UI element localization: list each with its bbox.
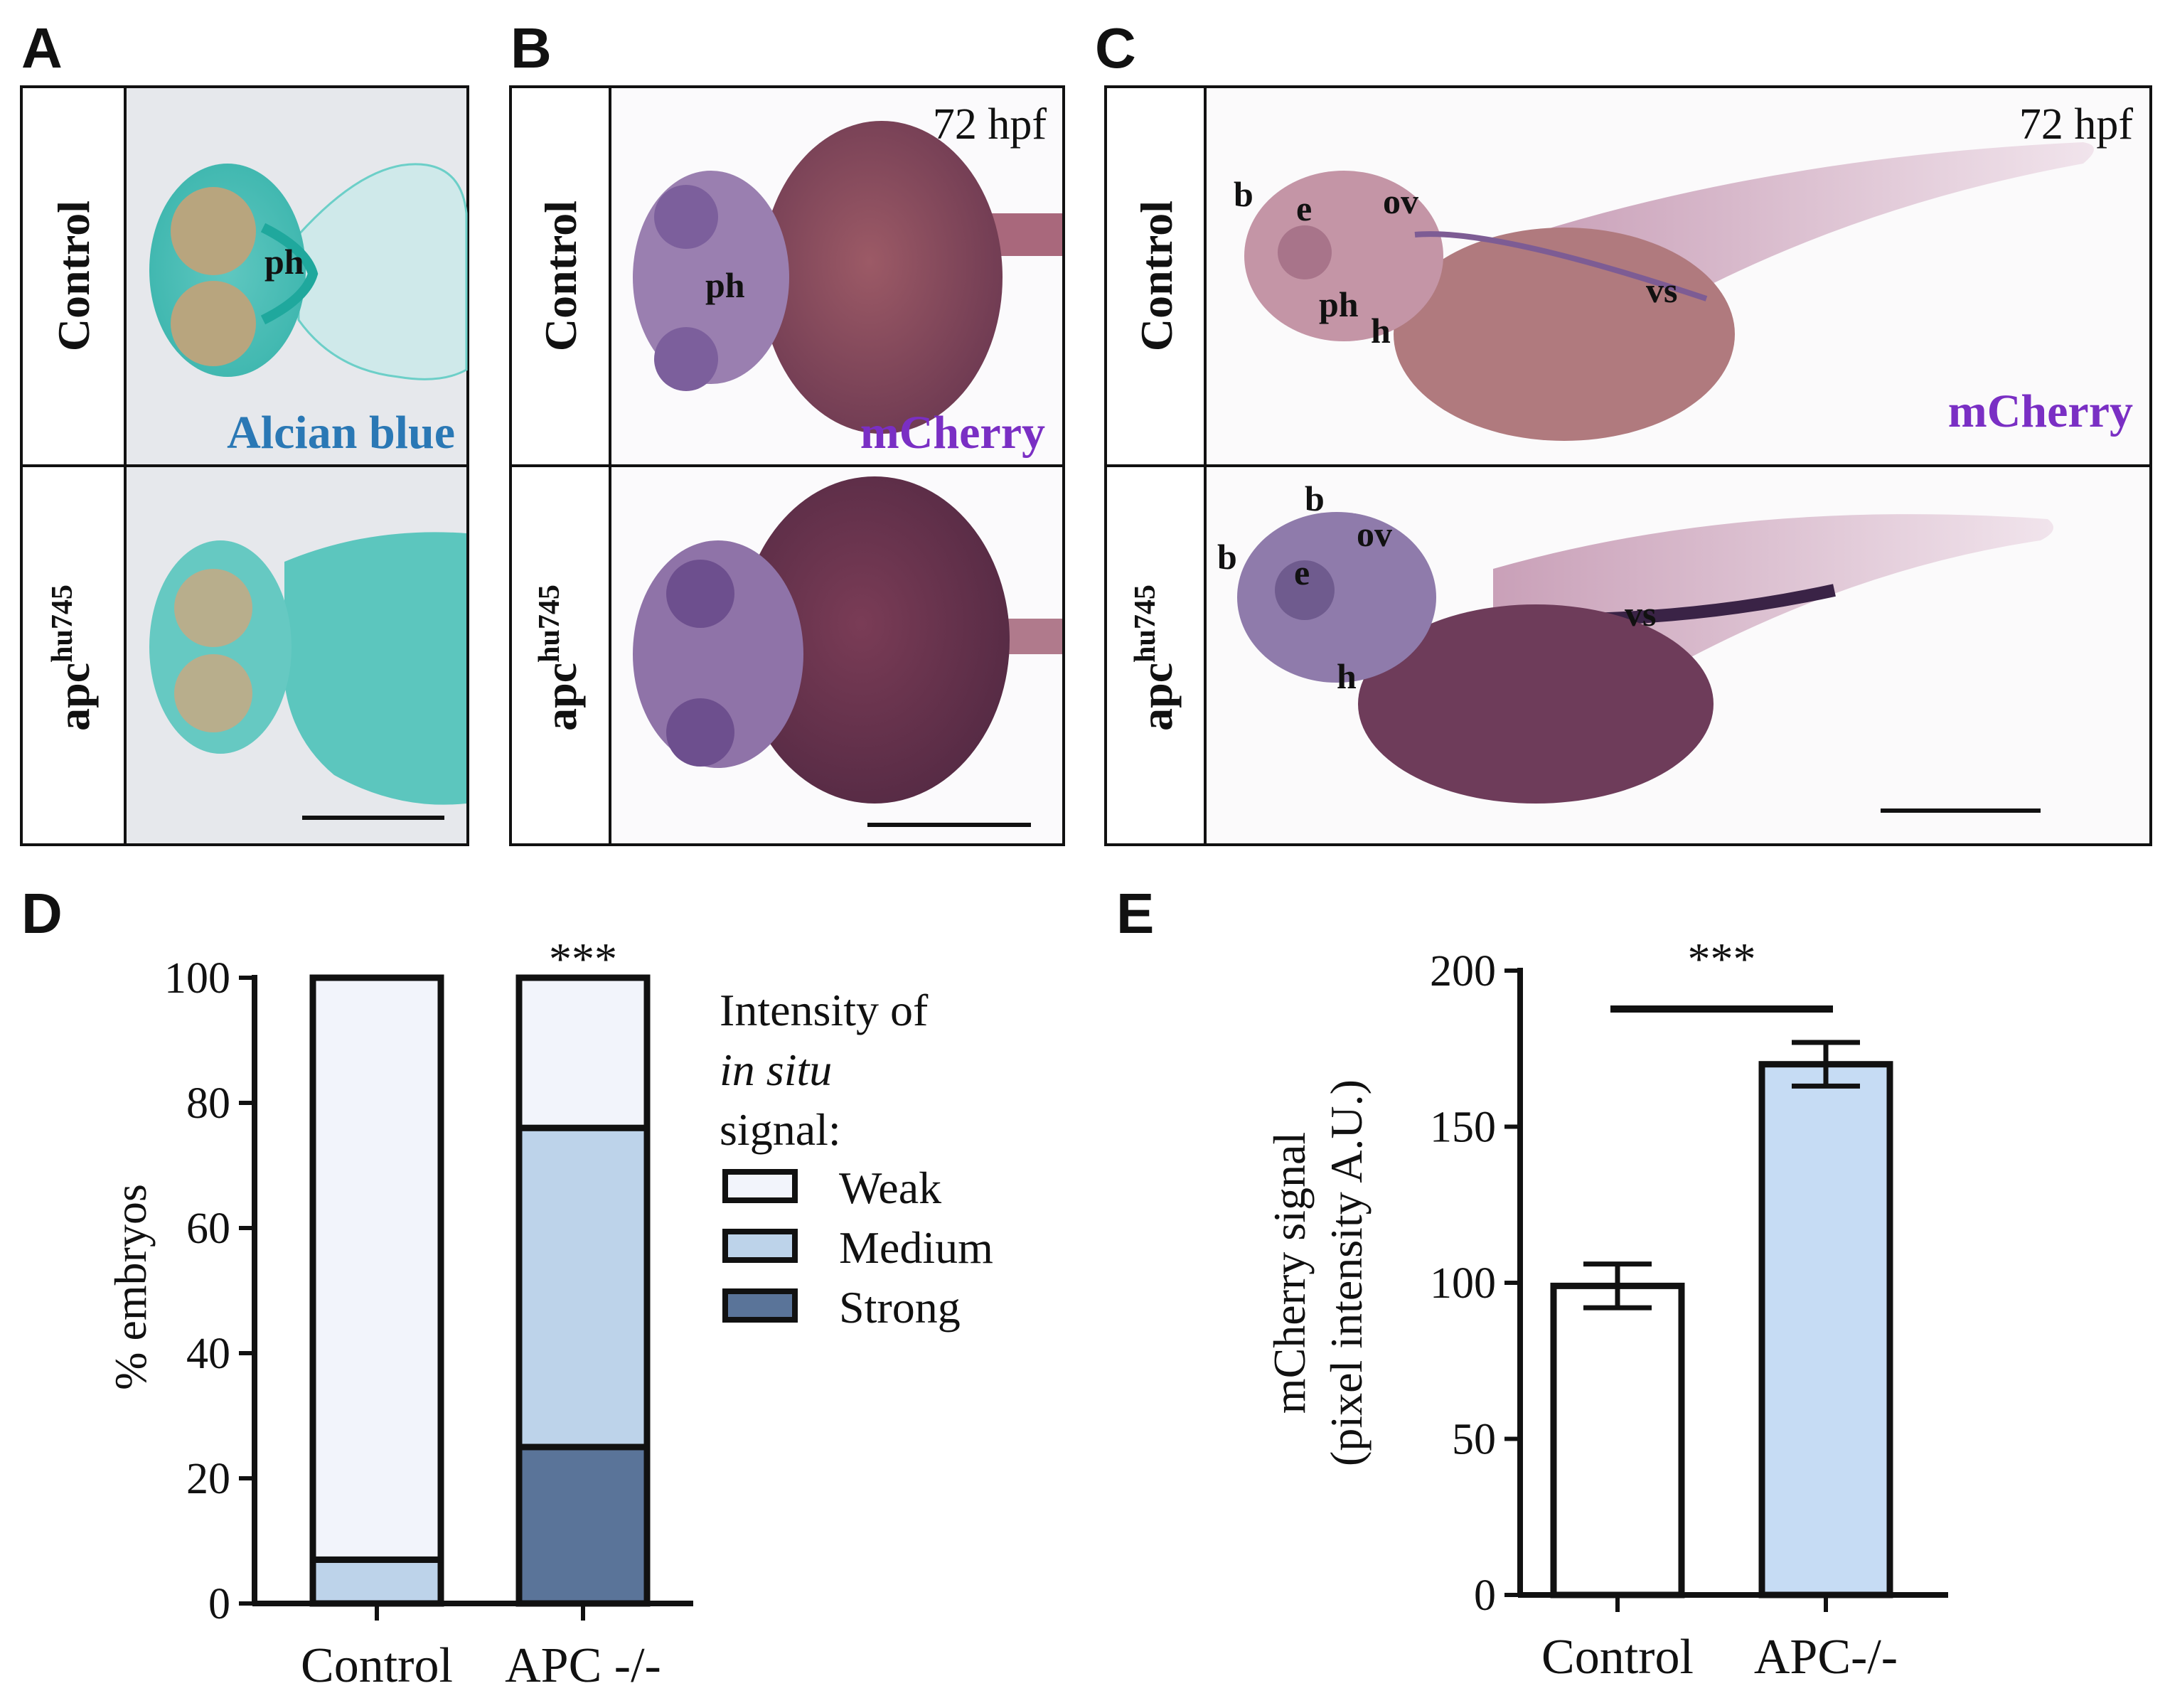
- panel-c-time: 72 hpf: [2019, 100, 2134, 149]
- chart-e-ytick-label: 0: [1474, 1571, 1496, 1620]
- chart-e-ylabel2: (pixel intensity A.U.): [1321, 1079, 1372, 1466]
- panel-b-stain-label: mCherry: [860, 407, 1045, 459]
- panel-a-stain-label: Alcian blue: [227, 407, 455, 459]
- chart-d-legend-title-line: in situ: [720, 1045, 832, 1095]
- chart-e-ytick-label: 50: [1452, 1416, 1496, 1464]
- chart-d-ytick-label: 60: [186, 1205, 230, 1253]
- panel-c-letter: C: [1095, 16, 1136, 80]
- panel-d-letter: D: [21, 882, 63, 945]
- panel-b-label-ph: ph: [705, 265, 745, 305]
- panel-c-label-ov2: ov: [1357, 514, 1392, 554]
- panel-c-row-mutant: apchu745: [1129, 585, 1182, 731]
- chart-d-ytick-label: 0: [208, 1580, 230, 1628]
- panel-c-label-ph: ph: [1319, 284, 1359, 324]
- chart-d-legend-swatch-weak: [722, 1169, 798, 1203]
- chart-d-ytick-label: 80: [186, 1079, 230, 1128]
- chart-e-significance: ***: [1688, 934, 1756, 984]
- chart-d-bar-weak-1: [515, 974, 651, 1131]
- panel-c-label-b: b: [1234, 174, 1253, 214]
- chart-d-category-label: APC -/-: [505, 1638, 661, 1693]
- panel-c-label-h: h: [1371, 311, 1391, 351]
- chart-e-ytick-label: 200: [1430, 947, 1496, 996]
- panel-a: A Control apchu745 ph Alcian blue: [20, 16, 469, 846]
- panel-c-label-vs: vs: [1646, 270, 1677, 310]
- chart-e-ylabel: mCherry signal: [1264, 1132, 1315, 1414]
- chart-d-significance: ***: [549, 934, 617, 984]
- chart-e: 0 50 100 150 200 mCherry signal (pixel intensi…: [1264, 934, 1948, 1685]
- chart-d-legend-title-line: Intensity of: [720, 985, 929, 1035]
- chart-e-ytick-label: 150: [1430, 1104, 1496, 1152]
- panel-b-time: 72 hpf: [933, 100, 1047, 149]
- chart-e-category-label: APC-/-: [1754, 1630, 1898, 1685]
- panel-c-label-b3: b: [1217, 537, 1237, 577]
- panel-c-label-b2: b: [1305, 479, 1325, 518]
- chart-d-bar-strong-1: [515, 1443, 651, 1607]
- panel-c: C Control apchu745 b e ov ph h vs 72 hpf…: [1095, 16, 2152, 846]
- chart-d-legend-swatch-medium: [722, 1229, 798, 1263]
- panel-b-row-mutant: apchu745: [533, 585, 586, 731]
- panel-c-label-ov: ov: [1383, 181, 1418, 221]
- chart-d-category-label: Control: [301, 1638, 453, 1693]
- panel-c-stain-label: mCherry: [1948, 385, 2133, 437]
- chart-d-ytick-label: 20: [186, 1455, 230, 1503]
- panel-a-label-ph: ph: [264, 242, 304, 282]
- chart-d-ylabel: % embryos: [105, 1184, 156, 1390]
- chart-e-category-label: Control: [1541, 1630, 1694, 1685]
- chart-d-legend-label-medium: Medium: [839, 1222, 993, 1273]
- panel-a-row-control: Control: [48, 201, 99, 351]
- chart-d-legend-swatch-strong: [722, 1288, 798, 1323]
- panel-e-letter: E: [1116, 882, 1154, 945]
- panel-d: D 0 20 40 60 80 100 % embryos Control APC -/- ***…: [21, 882, 993, 1693]
- chart-d-bar-weak-0: [309, 974, 444, 1563]
- chart-d-bar-medium-0: [309, 1556, 444, 1607]
- panel-a-letter: A: [21, 16, 63, 80]
- chart-e-bar-1: [1758, 1061, 1893, 1598]
- chart-d-legend-label-strong: Strong: [839, 1282, 961, 1333]
- chart-d-bar-medium-1: [515, 1124, 651, 1451]
- panel-c-label-h2: h: [1337, 656, 1357, 696]
- chart-d-legend-label-weak: Weak: [839, 1163, 941, 1213]
- chart-e-ytick-label: 100: [1430, 1259, 1496, 1308]
- panel-b-letter: B: [510, 16, 552, 80]
- panel-c-label-e2: e: [1294, 553, 1310, 592]
- chart-e-bar-0: [1550, 1282, 1685, 1598]
- panel-c-label-e: e: [1296, 188, 1312, 228]
- chart-d-legend-title-line: signal:: [720, 1104, 841, 1155]
- panel-b-row-control: Control: [535, 201, 586, 351]
- panel-a-row-mutant: apchu745: [46, 585, 99, 731]
- panel-e: E 0 50 100 150 200 mCherry signal (pixel inten…: [1116, 882, 1948, 1685]
- panel-c-label-vs2: vs: [1625, 594, 1656, 634]
- panel-b: B Control apchu745 ph 72 hpf mCherry: [509, 16, 1065, 846]
- chart-d-ytick-label: 40: [186, 1330, 230, 1378]
- chart-d-ytick-label: 100: [164, 954, 230, 1003]
- panel-c-row-control: Control: [1131, 201, 1182, 351]
- chart-d: 0 20 40 60 80 100 % embryos Control APC -/- *** In…: [105, 934, 993, 1693]
